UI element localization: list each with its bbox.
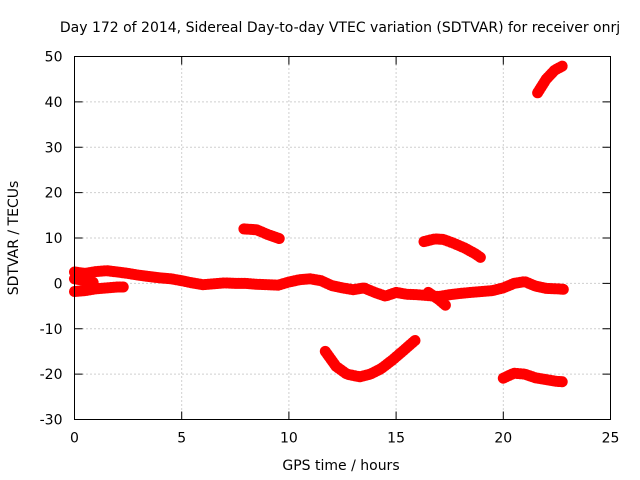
y-tick-label: 20 — [45, 186, 63, 202]
x-tick-label: 25 — [602, 431, 620, 447]
chart-title: Day 172 of 2014, Sidereal Day-to-day VTE… — [60, 20, 620, 36]
series-track-6-markers — [418, 233, 488, 264]
plot-frame — [74, 56, 611, 420]
series-track-3-markers — [69, 273, 100, 288]
y-tick-label: -10 — [40, 322, 63, 338]
series-track-7-markers — [422, 286, 451, 311]
series-track-8-markers — [497, 367, 569, 388]
y-tick-label: 0 — [54, 276, 63, 292]
x-tick-label: 0 — [70, 431, 79, 447]
y-tick-label: 30 — [45, 140, 63, 156]
series-track-4-markers — [238, 223, 286, 245]
data-series — [69, 60, 569, 388]
series-track-1-markers — [69, 265, 569, 302]
x-tick-label: 15 — [387, 431, 405, 447]
y-tick-label: -30 — [40, 413, 63, 429]
x-tick-label: 20 — [494, 431, 512, 447]
y-tick-label: 40 — [45, 95, 63, 111]
series-track-9-markers — [532, 60, 569, 99]
y-axis-label: SDTVAR / TECUs — [6, 181, 22, 296]
y-tick-label: 50 — [45, 50, 63, 66]
x-tick-label: 10 — [280, 431, 298, 447]
y-tick-label: -20 — [40, 367, 63, 383]
tick-labels: 0 5 10 15 20 25 -30 -20 -10 0 10 20 30 40 50 — [40, 50, 620, 447]
x-tick-label: 5 — [177, 431, 186, 447]
series-track-2-markers — [69, 281, 130, 297]
x-axis-label: GPS time / hours — [282, 458, 399, 474]
y-tick-label: 10 — [45, 231, 63, 247]
series-track-5-markers — [319, 334, 421, 383]
